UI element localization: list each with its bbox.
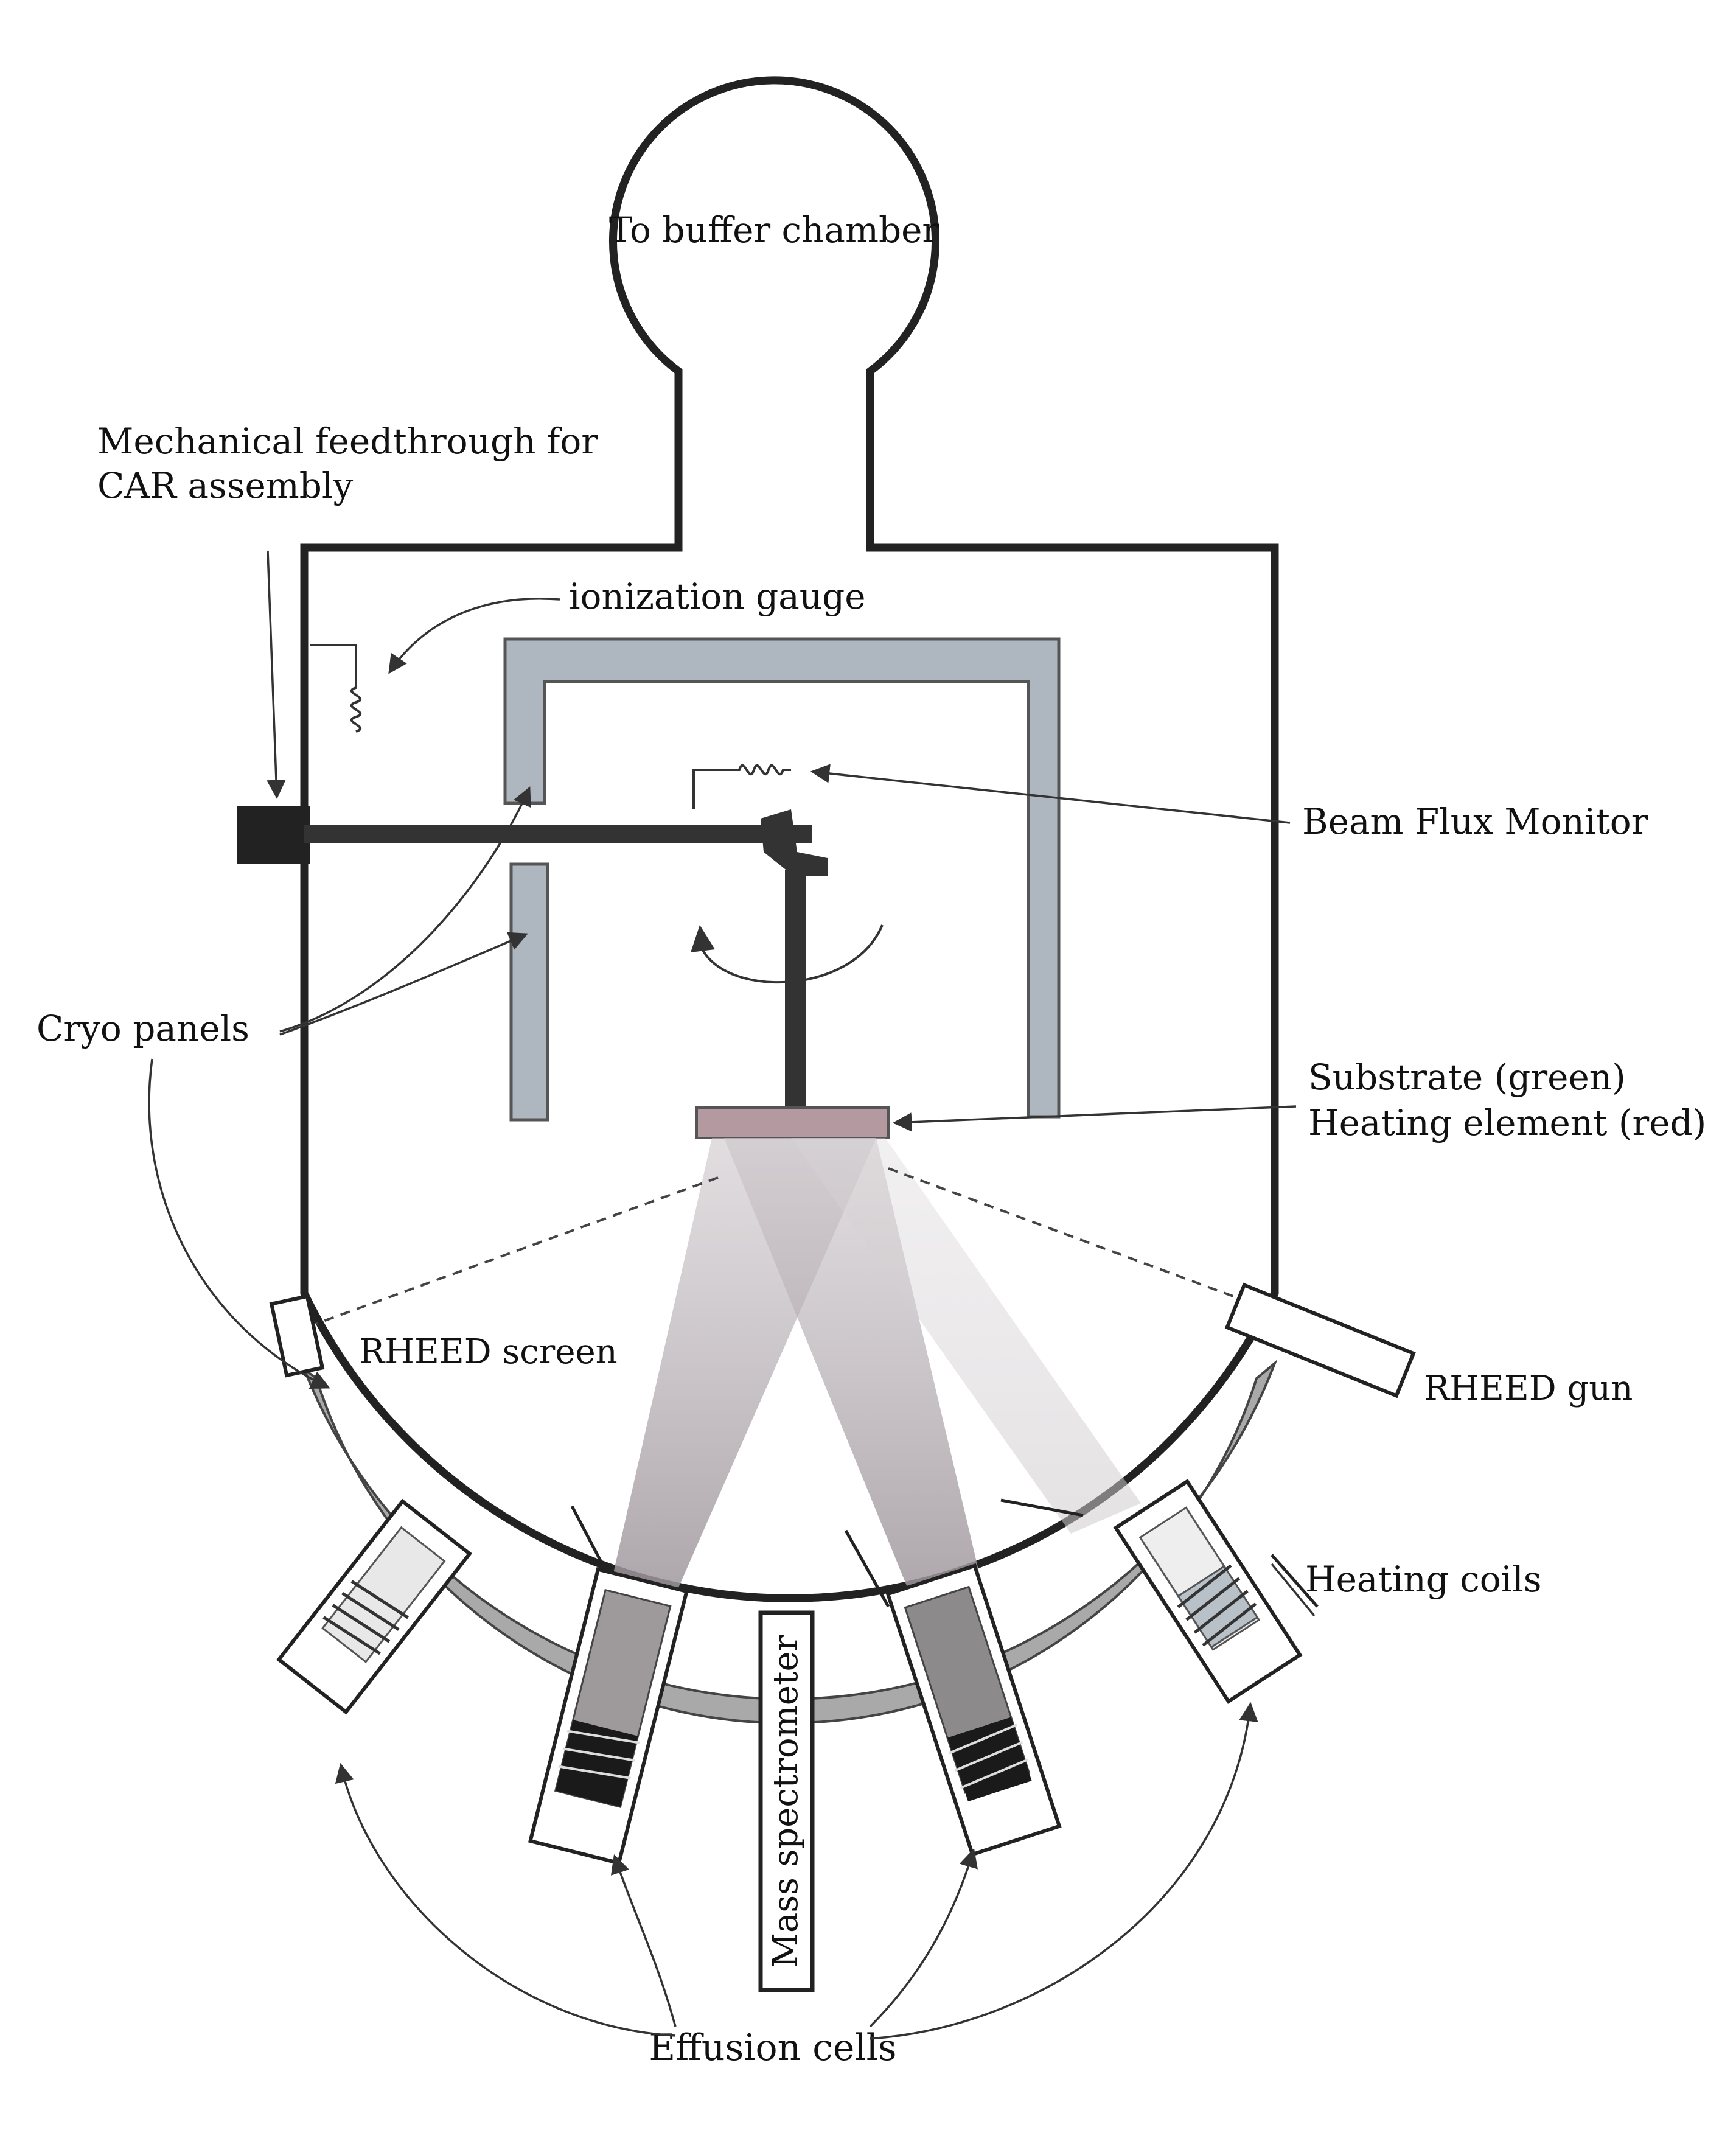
effusion-cells-arrow-3 — [869, 1848, 978, 2028]
mass-spectrometer — [758, 1610, 815, 1992]
substrate-holder-shaft — [785, 870, 806, 1108]
effusion-cells-arrow-1 — [335, 1762, 676, 2037]
manipulator-arm — [304, 825, 812, 843]
heating-coil-icon — [949, 1723, 1029, 1789]
rotation-arrowhead — [691, 925, 715, 952]
effusion-cells-arrow-2 — [611, 1854, 677, 2027]
cell-shutters — [570, 1498, 1319, 1608]
mass-spectrometer-label: Mass spectrometer — [766, 1635, 806, 1968]
heating-coil-icon — [322, 1580, 410, 1655]
cryo-panels-arrow-lower — [279, 932, 528, 1036]
beam-flux-monitor-label: Beam Flux Monitor — [1302, 801, 1648, 842]
effusion-cell-4 — [1113, 1479, 1303, 1704]
mechanical-feedthrough-block — [237, 806, 310, 864]
buffer-chamber-outline — [609, 76, 939, 529]
main-chamber-wall — [300, 529, 1279, 1602]
cryo-panels-arrow-upper — [279, 786, 531, 1033]
effusion-cells-arrow-4 — [870, 1702, 1258, 2040]
substrate-label: Substrate (green) — [1308, 1056, 1626, 1098]
beam-flux-monitor-arrow — [810, 764, 1291, 824]
substrate-arrow — [892, 1105, 1297, 1132]
effusion-cell-2 — [528, 1567, 689, 1865]
mechanical-feedthrough-label-line1: Mechanical feedthrough for — [97, 421, 598, 462]
rotation-arrow-icon — [699, 924, 884, 984]
effusion-cell-1 — [276, 1498, 472, 1715]
molecular-beam-right — [791, 1138, 1141, 1534]
effusion-cells-label: Effusion cells — [649, 2027, 896, 2069]
buffer-chamber-label: To buffer chamber — [609, 209, 939, 251]
cryo-panel-lower — [509, 862, 549, 1122]
ionization-gauge-arrow — [388, 598, 560, 674]
heating-coils-leader — [1271, 1563, 1316, 1617]
rheed-screen — [269, 1294, 325, 1378]
ionization-gauge-label: ionization gauge — [569, 576, 866, 617]
molecular-beam-center — [724, 1138, 986, 1601]
rheed-screen-label: RHEED screen — [359, 1332, 618, 1372]
ionization-gauge-filament-icon — [310, 644, 362, 733]
substrate-heating-element — [695, 1106, 890, 1139]
cryo-panels-arrow-shroud — [148, 1058, 330, 1389]
cryo-panels-label: Cryo panels — [37, 1008, 249, 1049]
buffer-chamber: To buffer chamber — [609, 76, 939, 529]
rheed-gun-label: RHEED gun — [1424, 1369, 1633, 1408]
mechanical-feedthrough-arrow — [267, 550, 286, 800]
heating-element-label: Heating element (red) — [1308, 1102, 1706, 1144]
cryo-panel-upper — [503, 637, 1061, 1119]
heating-coils-label: Heating coils — [1305, 1559, 1542, 1600]
beam-flux-monitor-filament-icon — [692, 764, 791, 809]
effusion-cell-3 — [885, 1563, 1062, 1857]
heating-coil-icon — [558, 1730, 640, 1779]
heating-coil-icon — [1177, 1564, 1257, 1647]
rheed-gun — [1224, 1282, 1416, 1398]
rheed-beam-out — [316, 1176, 719, 1325]
manipulator-elbow — [761, 809, 828, 876]
mechanical-feedthrough-label-line2: CAR assembly — [97, 465, 353, 506]
rheed-beam-in — [888, 1167, 1242, 1301]
